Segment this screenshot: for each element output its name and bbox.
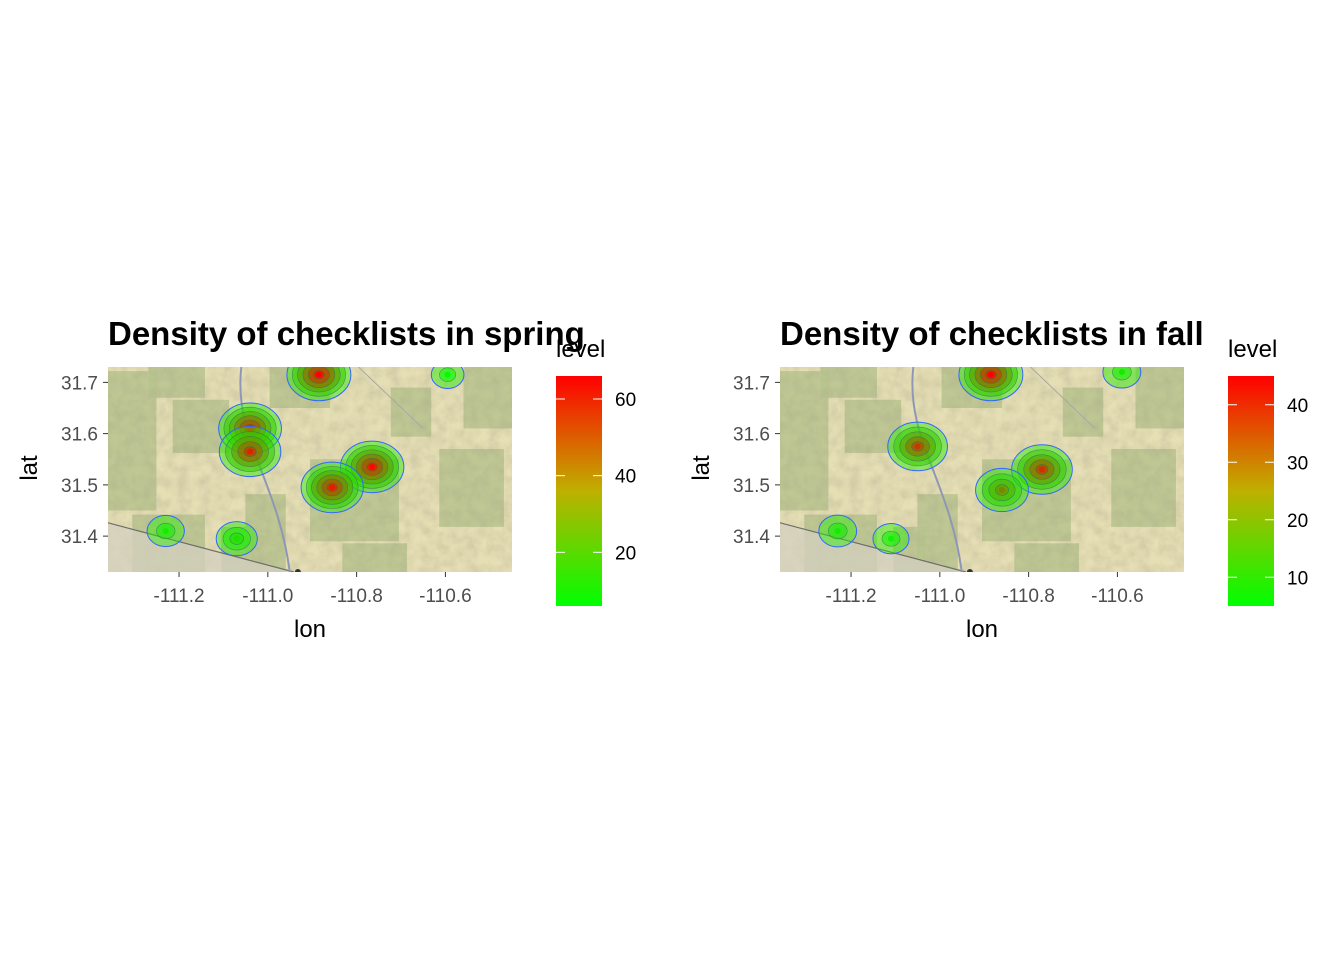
x-axis-title: lon — [294, 616, 326, 643]
y-tick-label: 31.6 — [61, 425, 98, 446]
y-tick-label: 31.5 — [733, 476, 770, 497]
density-hotspot — [430, 367, 465, 389]
density-hotspot — [958, 367, 1024, 402]
x-axis-title: lon — [966, 616, 998, 643]
y-axis-title: lat — [688, 455, 715, 481]
density-hotspot — [218, 426, 282, 478]
density-hotspot — [887, 421, 948, 472]
density-hotspot — [300, 461, 364, 514]
terrain-basemap — [780, 367, 1184, 572]
spring-density-panel: Density of checklists in spring -111.2 -1… — [16, 315, 636, 643]
spring-chart-svg: Density of checklists in spring -111.2 -1… — [16, 315, 636, 643]
axes: -111.2 -111.0 -110.8 -110.6 31.4 31.5 31.6 31.7 — [61, 373, 472, 607]
density-hotspot — [872, 523, 910, 555]
legend-colorbar — [1228, 376, 1274, 606]
x-tick-label: -110.8 — [1002, 586, 1054, 607]
y-axis-title: lat — [16, 455, 43, 481]
density-hotspot — [146, 514, 185, 548]
density-layer — [818, 367, 1142, 555]
legend-tick-label: 30 — [1287, 453, 1308, 474]
fall-chart-svg: Density of checklists in fall -111.2 -111… — [688, 315, 1308, 643]
density-hotspot — [286, 367, 352, 402]
legend-colorbar — [556, 376, 602, 606]
plot-area: -111.2 -111.0 -110.8 -110.6 31.4 31.5 31.6 31.7 — [61, 367, 512, 607]
legend-tick-label: 40 — [615, 467, 636, 488]
y-tick-label: 31.4 — [61, 527, 98, 548]
legend-tick-label: 20 — [615, 543, 636, 564]
x-tick-label: -111.2 — [154, 586, 205, 607]
density-layer — [146, 367, 465, 557]
axes: -111.2 -111.0 -110.8 -110.6 31.4 31.5 31.6 31.7 — [733, 373, 1144, 607]
legend-tick-label: 60 — [615, 390, 636, 411]
fall-density-panel: Density of checklists in fall -111.2 -111… — [672, 0, 1344, 960]
density-hotspot — [1102, 367, 1142, 389]
density-hotspot — [975, 467, 1029, 513]
legend-title: level — [1228, 336, 1277, 363]
density-hotspot — [818, 514, 858, 548]
x-tick-label: -111.0 — [242, 586, 293, 607]
x-tick-label: -111.2 — [826, 586, 877, 607]
chart-title: Density of checklists in spring — [108, 315, 585, 352]
x-tick-label: -110.6 — [419, 586, 471, 607]
x-tick-label: -110.8 — [330, 586, 382, 607]
y-tick-label: 31.5 — [61, 476, 98, 497]
legend-tick-label: 40 — [1287, 396, 1308, 417]
y-tick-label: 31.4 — [733, 527, 770, 548]
y-tick-label: 31.7 — [61, 373, 98, 394]
legend-title: level — [556, 336, 605, 363]
x-tick-label: -110.6 — [1091, 586, 1143, 607]
y-tick-label: 31.7 — [733, 373, 770, 394]
chart-title: Density of checklists in fall — [780, 315, 1204, 352]
legend: level 20 40 60 — [556, 336, 636, 606]
y-tick-label: 31.6 — [733, 425, 770, 446]
density-hotspot — [215, 521, 258, 557]
legend: level 10 20 30 40 — [1228, 336, 1308, 606]
x-tick-label: -111.0 — [914, 586, 965, 607]
legend-tick-label: 20 — [1287, 511, 1308, 532]
legend-tick-label: 10 — [1287, 568, 1308, 589]
plot-area: -111.2 -111.0 -110.8 -110.6 31.4 31.5 31.6 31.7 — [733, 367, 1184, 607]
